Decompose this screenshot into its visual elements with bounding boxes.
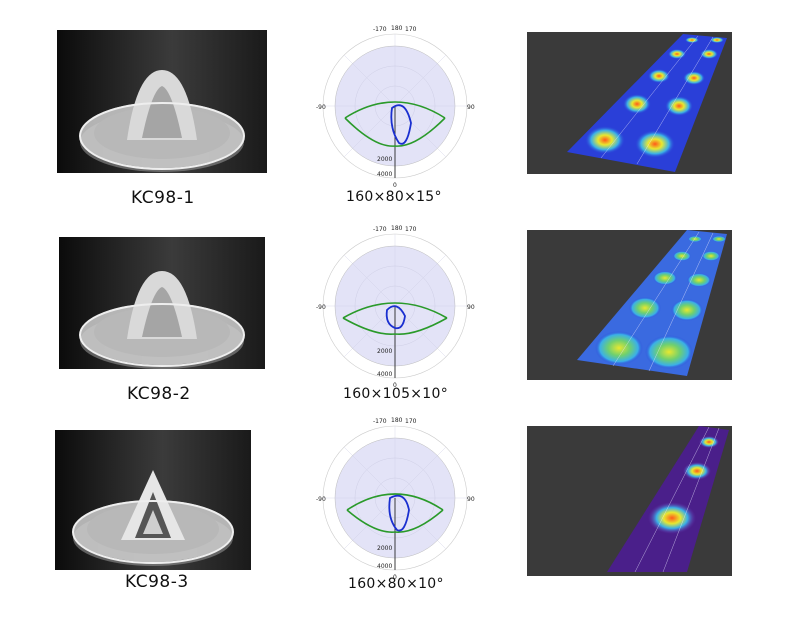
lens-photo-graphic	[79, 70, 245, 172]
angle-label: -170	[373, 418, 387, 425]
lens-photo-kc98-1	[57, 30, 267, 173]
angle-label: 90	[467, 104, 475, 111]
lens-photo-kc98-2	[59, 237, 265, 369]
model-label: KC98-1	[131, 188, 195, 208]
illuminance-simulation-kc98-1	[527, 32, 732, 174]
angle-label: 180	[391, 25, 403, 32]
angle-label: 170	[405, 418, 417, 425]
beam-spec-label: 160×105×10°	[343, 386, 449, 402]
angle-label: 180	[391, 225, 403, 232]
angle-label: 0	[393, 382, 397, 389]
angle-label: -90	[316, 104, 326, 111]
illuminance-map	[567, 34, 727, 172]
angle-label: -90	[316, 496, 326, 503]
scale-label: 4000	[377, 171, 392, 178]
beam-spec-label: 160×80×10°	[348, 576, 444, 592]
angle-label: -90	[316, 304, 326, 311]
lens-row-1: KC98-1 2000 4000 180 -170 170 -90 90 0 1…	[0, 0, 791, 210]
beam-spec-label: 160×80×15°	[346, 189, 442, 205]
angle-label: 0	[393, 574, 397, 581]
angle-label: -170	[373, 226, 387, 233]
angle-label: 180	[391, 417, 403, 424]
polar-plot-kc98-2: 2000 4000 180 -170 170 -90 90 0	[316, 225, 475, 389]
illuminance-simulation-kc98-2	[527, 230, 732, 380]
scale-label: 2000	[377, 348, 392, 355]
lens-row-2: KC98-2 2000 4000 180 -170 170 -90 90 0 1…	[0, 210, 791, 410]
angle-label: 0	[393, 182, 397, 189]
scale-label: 2000	[377, 156, 392, 163]
lens-photo-graphic	[79, 271, 245, 369]
angle-label: -170	[373, 26, 387, 33]
angle-label: 170	[405, 226, 417, 233]
angle-label: 90	[467, 496, 475, 503]
model-label: KC98-3	[125, 572, 189, 592]
illuminance-simulation-kc98-3	[527, 426, 732, 576]
angle-label: 170	[405, 26, 417, 33]
polar-plot-kc98-1: 2000 4000 180 -170 170 -90 90 0	[316, 25, 475, 189]
scale-label: 4000	[377, 371, 392, 378]
scale-label: 4000	[377, 563, 392, 570]
angle-label: 90	[467, 304, 475, 311]
lens-row-3: KC98-3 2000 4000 180 -170 170 -90 90 0 1…	[0, 410, 791, 617]
lens-photo-graphic	[72, 470, 234, 566]
polar-plot-kc98-3: 2000 4000 180 -170 170 -90 90 0	[316, 417, 475, 581]
illuminance-map	[607, 426, 729, 573]
scale-label: 2000	[377, 545, 392, 552]
illuminance-map	[577, 230, 727, 376]
lens-photo-kc98-3	[55, 430, 251, 570]
model-label: KC98-2	[127, 384, 191, 404]
